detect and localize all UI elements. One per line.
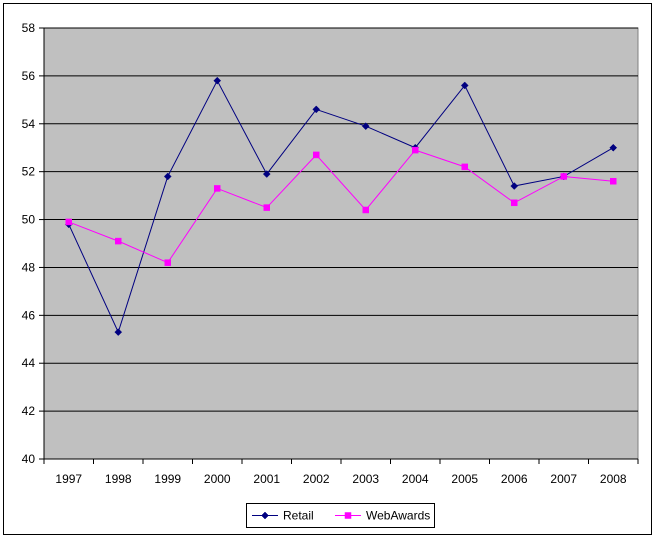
axes: 40 42 44 46 48 50 52 54 56 58 1997 1998 1999 2000 2001… bbox=[22, 21, 639, 486]
data-point-retail-2006 bbox=[510, 182, 519, 190]
y-tick-label: 58 bbox=[22, 21, 36, 35]
data-point-webawards-1998 bbox=[115, 237, 122, 245]
x-tick-label: 2005 bbox=[451, 472, 478, 486]
legend-swatch-marker bbox=[344, 512, 352, 519]
series bbox=[64, 76, 618, 336]
x-tick-label: 2003 bbox=[352, 472, 379, 486]
data-point-webawards-2006 bbox=[511, 199, 518, 207]
data-point-webawards-2005 bbox=[461, 163, 468, 171]
data-point-retail-2005 bbox=[460, 81, 469, 90]
data-point-webawards-2004 bbox=[412, 146, 419, 154]
y-tick-label: 44 bbox=[22, 356, 36, 370]
x-tick-label: 2007 bbox=[550, 472, 577, 486]
data-point-webawards-1997 bbox=[65, 218, 72, 226]
y-tick-label: 46 bbox=[22, 308, 36, 322]
data-point-retail-1998 bbox=[114, 328, 123, 336]
data-point-webawards-2003 bbox=[362, 206, 369, 214]
legend-label: Retail bbox=[283, 509, 314, 523]
y-tick-label: 40 bbox=[22, 452, 36, 466]
data-point-retail-2002 bbox=[312, 105, 321, 114]
y-tick-label: 52 bbox=[22, 165, 36, 179]
legend: Retail WebAwards bbox=[246, 503, 435, 528]
x-tick-label: 2000 bbox=[204, 472, 231, 486]
data-point-retail-2000 bbox=[213, 76, 222, 85]
x-tick-label: 1999 bbox=[154, 472, 181, 486]
legend-swatch-marker bbox=[261, 511, 269, 520]
series-line-retail bbox=[68, 79, 614, 334]
x-tick-label: 2008 bbox=[600, 472, 627, 486]
data-point-retail-1999 bbox=[163, 172, 172, 181]
data-point-webawards-2007 bbox=[560, 173, 567, 180]
legend-item-retail: Retail bbox=[252, 509, 314, 523]
y-tick-label: 56 bbox=[22, 69, 36, 83]
data-point-webawards-1999 bbox=[164, 259, 171, 266]
y-tick-label: 42 bbox=[22, 404, 36, 418]
data-point-retail-2001 bbox=[262, 170, 271, 178]
data-point-retail-2003 bbox=[361, 122, 370, 131]
data-point-webawards-2001 bbox=[263, 204, 270, 211]
x-tick-label: 1998 bbox=[105, 472, 132, 486]
series-webawards bbox=[65, 146, 617, 266]
x-tick-label: 1997 bbox=[55, 472, 82, 486]
x-tick-label: 2002 bbox=[303, 472, 330, 486]
data-point-webawards-2000 bbox=[214, 185, 221, 192]
y-tick-label: 50 bbox=[22, 213, 36, 227]
x-tick-label: 2006 bbox=[501, 472, 528, 486]
gridlines bbox=[44, 27, 638, 412]
y-tick-label: 54 bbox=[22, 117, 36, 131]
data-point-webawards-2002 bbox=[313, 151, 320, 159]
plot-area bbox=[43, 27, 639, 460]
legend-item-webawards: WebAwards bbox=[335, 509, 430, 523]
x-tick-label: 2004 bbox=[402, 472, 429, 486]
data-point-retail-2008 bbox=[609, 143, 618, 152]
x-tick-label: 2001 bbox=[253, 472, 280, 486]
series-line-webawards bbox=[68, 149, 614, 264]
data-point-webawards-2008 bbox=[610, 177, 617, 185]
y-tick-label: 48 bbox=[22, 260, 36, 274]
legend-label: WebAwards bbox=[366, 509, 430, 523]
